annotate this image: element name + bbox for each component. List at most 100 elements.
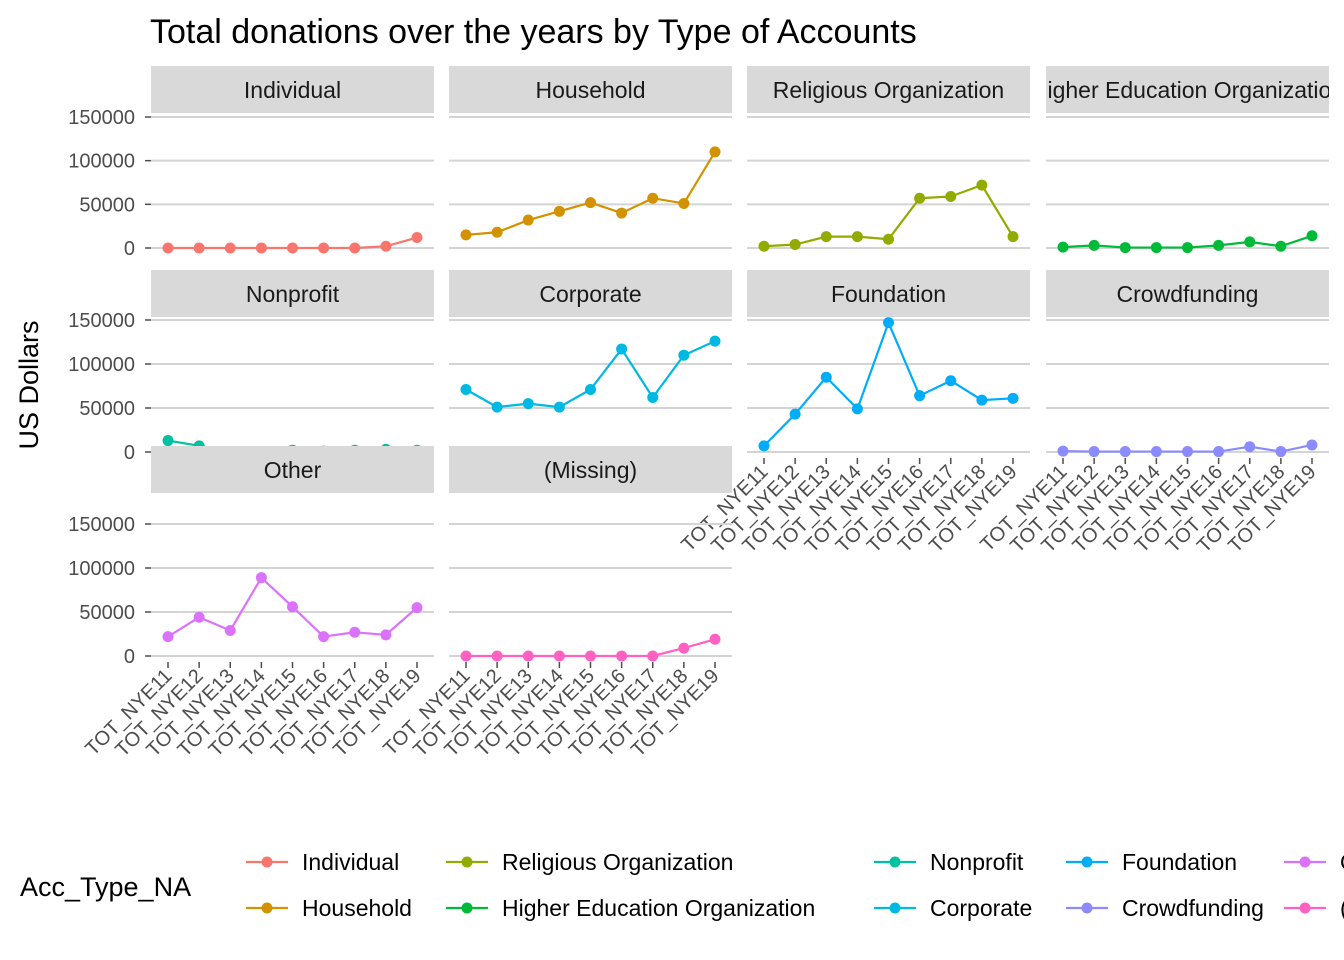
y-tick-label: 100000 bbox=[68, 151, 135, 173]
data-point-individual bbox=[193, 242, 205, 254]
data-point-other bbox=[380, 629, 392, 641]
facet-strip bbox=[1046, 66, 1329, 113]
data-point-foundation bbox=[883, 317, 894, 329]
legend-key-point bbox=[889, 902, 901, 914]
data-point-higher-education-organization bbox=[1244, 236, 1256, 248]
facet-strip-label: Higher Education Organization bbox=[1031, 77, 1344, 103]
y-tick-label: 50000 bbox=[79, 602, 135, 624]
data-point-other bbox=[411, 602, 423, 614]
data-point-other bbox=[224, 624, 236, 636]
data-point-corporate bbox=[647, 391, 659, 403]
data-point-individual bbox=[287, 242, 298, 254]
data-point-other bbox=[318, 631, 330, 643]
facet-strip-label: Crowdfunding bbox=[1117, 281, 1259, 307]
data-point-corporate bbox=[709, 335, 721, 347]
legend-label: Crowdfunding bbox=[1122, 895, 1264, 921]
data-point-crowdfunding bbox=[1088, 446, 1100, 458]
facet-strip bbox=[449, 66, 732, 113]
data-point-missing bbox=[522, 650, 534, 662]
legend-item-crowdfunding: Crowdfunding bbox=[1066, 895, 1264, 921]
data-point-religious-organization bbox=[883, 233, 894, 245]
legend-label: Individual bbox=[302, 849, 399, 875]
legend-key-point bbox=[1081, 856, 1093, 868]
legend-item-nonprofit: Nonprofit bbox=[874, 849, 1024, 875]
y-tick-label: 0 bbox=[124, 646, 135, 668]
data-point-higher-education-organization bbox=[1182, 242, 1193, 254]
gridlines bbox=[1046, 319, 1329, 453]
data-point-foundation bbox=[789, 408, 801, 420]
legend-label: Nonprofit bbox=[930, 849, 1024, 875]
data-point-crowdfunding bbox=[1275, 446, 1287, 458]
data-point-foundation bbox=[914, 390, 926, 402]
facet-strip-label: Household bbox=[536, 77, 646, 103]
data-point-crowdfunding bbox=[1119, 446, 1131, 458]
y-tick-label: 0 bbox=[124, 238, 135, 260]
facet-strip-label: Corporate bbox=[539, 281, 641, 307]
panel-other: Other050000100000150000TOT_NYE11TOT_NYE1… bbox=[68, 446, 434, 761]
legend-key-point bbox=[261, 856, 273, 868]
facet-strip bbox=[747, 66, 1030, 113]
panel-household: Household bbox=[449, 66, 732, 249]
data-point-religious-organization bbox=[851, 231, 863, 243]
panel-individual: Individual 0 50000 100000 150000 bbox=[68, 66, 434, 260]
facet-panels: Individual 0 50000 100000 150000 Household Rel… bbox=[68, 66, 1344, 761]
data-point-foundation bbox=[820, 371, 832, 383]
data-point-religious-organization bbox=[976, 179, 988, 191]
data-point-higher-education-organization bbox=[1088, 239, 1100, 251]
facet-strip bbox=[449, 446, 732, 493]
facet-strip-label: Religious Organization bbox=[773, 77, 1004, 103]
data-point-religious-organization bbox=[1007, 231, 1019, 243]
data-point-foundation bbox=[1007, 392, 1019, 404]
legend-title: Acc_Type_NA bbox=[20, 872, 191, 902]
panel-corporate: Corporate bbox=[449, 270, 732, 453]
gridlines bbox=[449, 116, 732, 249]
facet-strip bbox=[151, 446, 434, 493]
legend-label: Other bbox=[1340, 849, 1344, 875]
data-point-religious-organization bbox=[945, 190, 957, 202]
data-point-other bbox=[255, 572, 267, 584]
legend-items: Individual Household Religious Organizatio… bbox=[246, 849, 1344, 921]
legend: Acc_Type_NA Individual Household Religious… bbox=[20, 849, 1344, 921]
data-point-other bbox=[287, 601, 298, 613]
y-tick-label: 50000 bbox=[79, 398, 135, 420]
panel-religious-organization: Religious Organization bbox=[747, 66, 1030, 252]
legend-key-point bbox=[889, 856, 901, 868]
data-point-missing bbox=[553, 650, 565, 662]
data-point-crowdfunding bbox=[1057, 445, 1069, 457]
y-tick-label: 100000 bbox=[68, 354, 135, 376]
data-point-corporate bbox=[460, 384, 472, 396]
legend-key-point bbox=[1081, 902, 1093, 914]
data-point-individual bbox=[255, 242, 267, 254]
legend-item-higher-education-organization: Higher Education Organization bbox=[446, 895, 815, 921]
data-point-crowdfunding bbox=[1244, 441, 1256, 453]
data-point-individual bbox=[411, 232, 423, 244]
legend-label: (Missing) bbox=[1340, 895, 1344, 921]
facet-strip-label: (Missing) bbox=[544, 457, 637, 483]
data-point-household bbox=[647, 192, 659, 204]
legend-item-foundation: Foundation bbox=[1066, 849, 1237, 875]
data-point-religious-organization bbox=[820, 231, 832, 243]
data-point-individual bbox=[349, 242, 361, 254]
data-point-religious-organization bbox=[789, 239, 801, 251]
gridlines bbox=[1046, 116, 1329, 249]
legend-item-household: Household bbox=[246, 895, 412, 921]
data-point-higher-education-organization bbox=[1057, 241, 1069, 253]
legend-label: Religious Organization bbox=[502, 849, 733, 875]
legend-key-point bbox=[261, 902, 273, 914]
data-point-household bbox=[585, 197, 596, 209]
data-point-foundation bbox=[976, 394, 988, 406]
legend-label: Corporate bbox=[930, 895, 1032, 921]
legend-key-point bbox=[461, 902, 473, 914]
legend-item-other: Other bbox=[1284, 849, 1344, 875]
facet-strip bbox=[151, 66, 434, 113]
data-point-corporate bbox=[616, 343, 628, 355]
data-point-household bbox=[709, 146, 721, 158]
data-point-higher-education-organization bbox=[1150, 242, 1162, 254]
data-point-crowdfunding bbox=[1182, 446, 1193, 458]
data-point-crowdfunding bbox=[1213, 446, 1225, 458]
data-point-higher-education-organization bbox=[1213, 239, 1225, 251]
series-line-household bbox=[465, 151, 716, 236]
series-line-corporate bbox=[465, 340, 716, 409]
data-point-religious-organization bbox=[914, 192, 926, 204]
